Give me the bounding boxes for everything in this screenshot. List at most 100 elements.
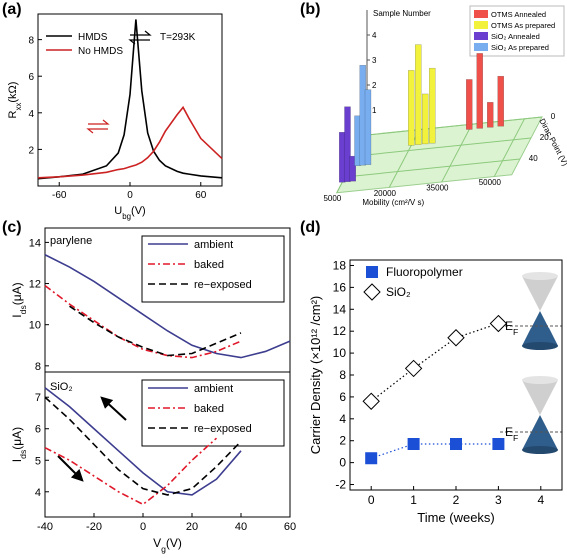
bar xyxy=(497,75,504,127)
plot-frame xyxy=(349,259,563,491)
x-tick-label: 20 xyxy=(186,521,198,533)
x-axis-label: Vg(V) xyxy=(153,536,182,554)
series-line xyxy=(370,322,499,402)
bar xyxy=(487,102,494,128)
y-axis-label-part: Carrier Density (×10¹² /cm²) xyxy=(308,296,323,455)
y-axis-label: Carrier Density (×10¹² /cm²) xyxy=(308,296,323,455)
bar xyxy=(466,79,473,130)
x-axis-label-part: bg xyxy=(122,212,131,221)
z-axis-label: Dirac Point (V) xyxy=(537,117,567,167)
z-tick-label: 0 xyxy=(551,112,556,121)
bar xyxy=(429,67,436,144)
z-tick-label: 40 xyxy=(529,154,538,163)
marker xyxy=(362,392,380,410)
legend-label: HMDS xyxy=(78,32,108,43)
legend-label: OTMS As prepared xyxy=(491,21,555,30)
series-line xyxy=(44,437,218,506)
annotation: EF xyxy=(505,425,518,443)
legend-swatch xyxy=(474,21,488,29)
y-tick-label: 3 xyxy=(372,56,377,65)
legend-frame xyxy=(141,235,285,303)
y-tick-label: 4 xyxy=(372,31,377,40)
legend-label: ambient xyxy=(194,383,233,395)
y-tick-label: 18 xyxy=(333,258,347,272)
y-axis-label-part: I xyxy=(10,314,24,317)
series-line xyxy=(37,105,223,179)
y-tick-label: 6 xyxy=(28,72,34,83)
bar xyxy=(415,44,422,145)
legend-label: re−exposed xyxy=(194,423,252,435)
legend-frame xyxy=(141,379,285,447)
x-axis-label-part: (V) xyxy=(131,205,146,217)
x-tick-label: 0 xyxy=(127,190,133,201)
y-axis-label-part: (μA) xyxy=(10,427,24,450)
y-tick-label: 2 xyxy=(339,434,346,448)
y-tick-label: 6 xyxy=(35,424,41,436)
legend-label: baked xyxy=(194,403,224,415)
series-line xyxy=(44,254,291,359)
y-axis-label: Sample Number xyxy=(373,9,431,18)
x-tick-label: 0 xyxy=(140,521,146,533)
grid-line xyxy=(355,137,532,157)
series-line xyxy=(44,396,242,496)
y-tick-label: 10 xyxy=(29,320,41,332)
x-tick-label: 4 xyxy=(537,493,544,507)
series-line xyxy=(37,19,223,180)
y-axis-label: Ids(μA) xyxy=(10,282,28,317)
annotation-part: E xyxy=(505,425,513,439)
plot-frame xyxy=(44,371,291,518)
annotation: T=293K xyxy=(160,32,196,43)
x-tick-label: -60 xyxy=(52,190,67,201)
grid-line xyxy=(366,116,543,136)
legend-label: OTMS Annealed xyxy=(491,10,546,19)
z-tick-label: 20 xyxy=(540,133,549,142)
x-axis-label: Ubg(V) xyxy=(114,205,145,221)
marker xyxy=(404,359,423,378)
y-axis-label-part: xx xyxy=(14,103,23,111)
x-tick-label: 5000 xyxy=(323,194,341,203)
marker xyxy=(492,438,505,450)
x-tick-label: -40 xyxy=(37,521,53,533)
y-tick-label: 4 xyxy=(35,487,41,499)
legend-swatch xyxy=(474,43,488,51)
y-tick-label: 8 xyxy=(35,361,41,373)
annotation-part: F xyxy=(513,327,518,337)
y-tick-label: 16 xyxy=(333,280,347,294)
x-axis-label-part: Time (weeks) xyxy=(417,510,495,525)
bar xyxy=(349,155,356,182)
series-line xyxy=(69,305,242,357)
marker xyxy=(407,438,420,450)
panel-label: (a) xyxy=(2,1,22,18)
x-tick-label: 50000 xyxy=(479,178,502,187)
bar xyxy=(344,106,351,182)
legend-label: SiO₂ Annealed xyxy=(491,32,540,41)
y-axis-label-part: (kΩ) xyxy=(7,82,19,103)
legend-swatch xyxy=(474,10,488,18)
annotation: EF xyxy=(505,319,518,337)
dirac-cones xyxy=(500,272,562,454)
bar xyxy=(408,70,415,146)
x-tick-label: 20000 xyxy=(374,189,397,198)
y-tick-label: 14 xyxy=(29,237,41,249)
annotation-part: F xyxy=(513,433,518,443)
grid-line xyxy=(441,123,473,183)
y-tick-label: 4 xyxy=(339,412,346,426)
x-axis-label-part: (V) xyxy=(166,536,182,550)
y-axis-label: Rxx(kΩ) xyxy=(7,82,23,119)
y-axis-label: Ids(μA) xyxy=(10,427,28,462)
legend-label: SiO₂ xyxy=(386,285,411,299)
x-tick-label: 0 xyxy=(368,493,375,507)
y-tick-label: 1 xyxy=(372,106,377,115)
x-axis-label-part: U xyxy=(114,205,122,217)
x-tick-label: 3 xyxy=(495,493,502,507)
x-tick-label: 1 xyxy=(410,493,417,507)
annotation: parylene xyxy=(50,235,92,247)
annotation-part: E xyxy=(505,319,513,333)
y-tick-label: 8 xyxy=(28,36,34,47)
x-tick-label: 60 xyxy=(195,190,207,201)
sweep-direction xyxy=(57,396,127,482)
y-tick-label: 10 xyxy=(333,346,347,360)
series-line xyxy=(371,443,499,459)
